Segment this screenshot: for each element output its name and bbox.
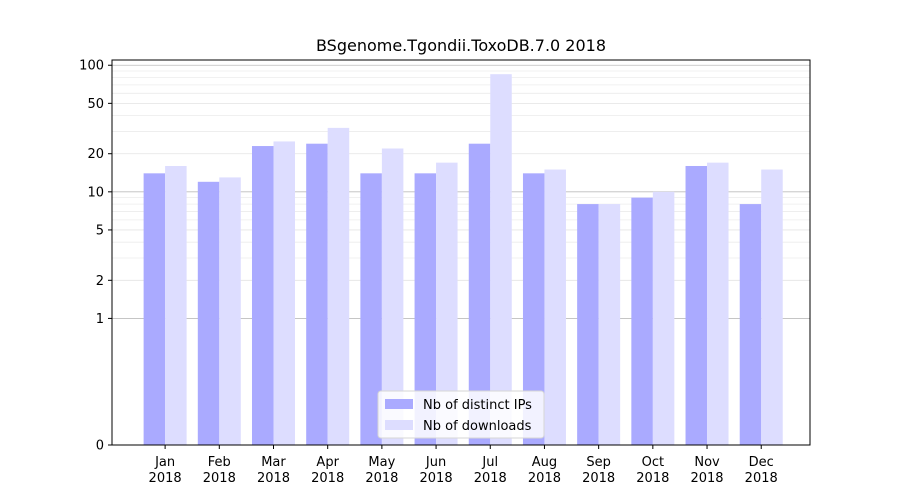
x-tick-label-year: 2018 <box>149 471 182 486</box>
x-tick-label-year: 2018 <box>745 471 778 486</box>
x-tick-label-month: Jun <box>425 455 446 470</box>
bars-layer <box>143 74 783 446</box>
y-tick-label: 10 <box>87 185 104 200</box>
y-tick-label: 5 <box>96 223 104 238</box>
bar-downloads <box>381 148 404 445</box>
bar-distinct-ips <box>414 173 437 445</box>
bar-downloads <box>652 191 675 445</box>
x-tick-label-year: 2018 <box>474 471 507 486</box>
bar-downloads <box>165 165 187 446</box>
y-tick-label: 0 <box>96 439 104 454</box>
bar-downloads <box>598 204 621 445</box>
bar-downloads <box>219 177 241 446</box>
y-tick-label: 1 <box>96 312 104 327</box>
bar-distinct-ips <box>631 197 653 445</box>
x-tick-label-year: 2018 <box>257 471 290 486</box>
x-tick-label-month: May <box>368 455 395 470</box>
bar-downloads <box>273 141 295 445</box>
chart-title: BSgenome.Tgondii.ToxoDB.7.0 2018 <box>316 36 606 55</box>
y-tick-label: 2 <box>96 274 104 289</box>
bar-distinct-ips <box>739 204 762 445</box>
y-tick-label: 20 <box>87 147 104 162</box>
x-tick-label-year: 2018 <box>311 471 344 486</box>
bar-downloads <box>327 127 350 445</box>
bar-downloads <box>490 74 512 446</box>
bar-distinct-ips <box>143 173 166 445</box>
legend: Nb of distinct IPs Nb of downloads <box>377 390 545 439</box>
x-tick-label-month: Nov <box>694 455 720 470</box>
x-tick-label-year: 2018 <box>690 471 723 486</box>
x-tick-label-year: 2018 <box>203 471 236 486</box>
x-tick-label-year: 2018 <box>582 471 615 486</box>
x-tick-label-month: Oct <box>642 455 664 470</box>
bar-distinct-ips <box>197 181 220 445</box>
bar-distinct-ips <box>360 173 382 445</box>
legend-label: Nb of distinct IPs <box>423 398 532 413</box>
x-tick-label-month: Sep <box>586 455 611 470</box>
x-tick-label-year: 2018 <box>420 471 453 486</box>
y-tick-label: 100 <box>79 59 104 74</box>
y-tick-label: 50 <box>87 97 104 112</box>
bar-distinct-ips <box>251 146 274 445</box>
legend-label: Nb of downloads <box>423 419 532 434</box>
legend-swatch <box>385 399 413 409</box>
bar-distinct-ips <box>577 204 599 445</box>
x-tick-label-year: 2018 <box>528 471 561 486</box>
bar-downloads <box>761 169 783 445</box>
x-tick-label-month: Jul <box>481 455 498 470</box>
bar-distinct-ips <box>306 143 328 445</box>
bar-distinct-ips <box>468 143 491 445</box>
y-axis: 0 1 2 5 10 20 50 100 <box>79 59 112 454</box>
x-tick-label-month: Aug <box>532 455 557 470</box>
x-axis: Jan2018Feb2018Mar2018Apr2018May2018Jun20… <box>149 445 778 486</box>
x-tick-label-month: Mar <box>261 455 286 470</box>
legend-box <box>377 390 545 439</box>
bar-downloads <box>707 162 729 445</box>
bar-downloads <box>544 169 566 445</box>
x-tick-label-month: Feb <box>208 455 231 470</box>
bar-distinct-ips <box>685 165 708 446</box>
x-tick-label-month: Dec <box>749 455 774 470</box>
legend-swatch <box>385 420 413 430</box>
bar-downloads <box>436 162 458 445</box>
bar-distinct-ips <box>522 173 545 445</box>
x-tick-label-month: Apr <box>316 455 339 470</box>
x-tick-label-year: 2018 <box>636 471 669 486</box>
plot-frame <box>111 59 811 446</box>
x-tick-label-month: Jan <box>154 455 175 470</box>
x-tick-label-year: 2018 <box>365 471 398 486</box>
